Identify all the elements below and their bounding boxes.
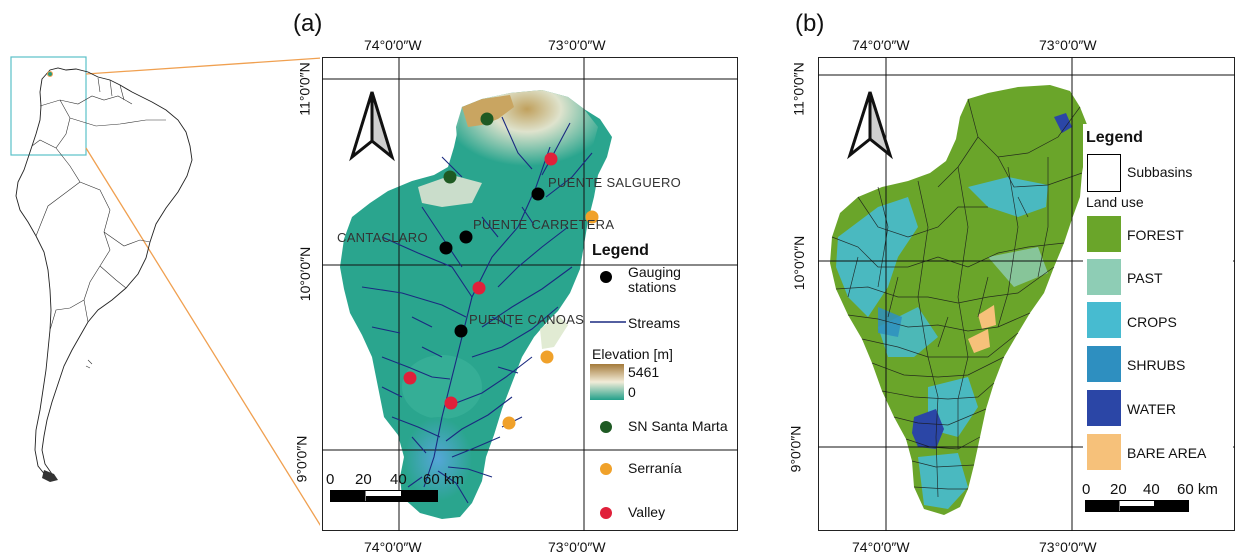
panel-a-map <box>322 57 738 531</box>
legend-elevation-title: Elevation [m] <box>592 346 673 362</box>
panel-b-lon-top-1: 74°0′0″W <box>852 37 910 53</box>
station-label-puente-carretera: PUENTE CARRETERA <box>473 217 615 232</box>
panel-a-label: (a) <box>293 10 323 37</box>
panel-b-lon-bottom-1: 74°0′0″W <box>852 539 910 555</box>
study-area-marker <box>47 71 53 77</box>
panel-b-scale-bar <box>1085 500 1189 512</box>
gauging-station-cantaclaro <box>439 241 453 255</box>
legend-gauging-label-1: Gauging <box>628 264 681 280</box>
legend-forest-swatch <box>1087 216 1121 252</box>
legend-water-label: WATER <box>1127 401 1176 417</box>
legend-subbasins-swatch <box>1087 154 1121 192</box>
legend-subbasins-label: Subbasins <box>1127 164 1193 180</box>
station-label-puente-canoas: PUENTE CANOAS <box>469 312 585 327</box>
legend-streams-label: Streams <box>628 315 681 331</box>
panel-b-scale-tick-20: 20 <box>1110 481 1127 498</box>
legend-land-use-title: Land use <box>1086 194 1144 210</box>
panel-a-legend-title: Legend <box>592 242 649 259</box>
serrania-point-3 <box>502 416 516 430</box>
gauging-station-salguero <box>531 187 545 201</box>
valley-point-3 <box>403 371 417 385</box>
panel-b-lat-left-3: 9°0′0″N <box>787 425 804 473</box>
legend-serrania-label: Serranía <box>628 460 682 476</box>
legend-elevation-min: 0 <box>628 384 636 400</box>
legend-crops-label: CROPS <box>1127 314 1177 330</box>
legend-bare-area-label: BARE AREA <box>1127 445 1207 461</box>
legend-sn-marker <box>600 421 612 433</box>
legend-gauging-label-2: stations <box>628 279 677 295</box>
panel-a-lon-bottom-1: 74°0′0″W <box>364 539 422 555</box>
north-arrow-icon <box>349 91 395 162</box>
sn-santa-marta-point-1 <box>480 112 494 126</box>
legend-shrubs-swatch <box>1087 346 1121 382</box>
basin-elevation-area <box>340 90 612 519</box>
inset-extent-box <box>10 56 87 156</box>
panel-a-legend: Legend Gauging stations Streams Elevatio… <box>588 240 738 530</box>
connector-line-top <box>85 57 320 75</box>
panel-b-lat-left-1: 11°0′0″N <box>790 62 807 116</box>
panel-b-scale-tick-40: 40 <box>1143 481 1160 498</box>
panel-a-lon-bottom-2: 73°0′0″W <box>548 539 606 555</box>
panel-a-lat-left-3: 9°0′0″N <box>293 435 310 483</box>
legend-bare-area-swatch <box>1087 434 1121 470</box>
legend-shrubs-label: SHRUBS <box>1127 357 1186 373</box>
panel-a-lat-left-2: 10°0′0″N <box>297 246 314 302</box>
panel-b-lon-bottom-2: 73°0′0″W <box>1039 539 1097 555</box>
legend-valley-label: Valley <box>628 504 666 520</box>
panel-a-lat-left-1: 11°0′0″N <box>296 62 313 116</box>
serrania-point-1 <box>585 210 599 224</box>
panel-a-lon-top-1: 74°0′0″W <box>364 37 422 53</box>
gauging-station-canoas <box>454 324 468 338</box>
legend-serrania-marker <box>600 463 612 475</box>
panel-b-legend-title: Legend <box>1086 129 1143 146</box>
serrania-point-2 <box>540 350 554 364</box>
panel-a-scale-bar <box>330 490 438 502</box>
valley-point-2 <box>472 281 486 295</box>
station-label-puente-salguero: PUENTE SALGUERO <box>548 175 682 190</box>
legend-forest-label: FOREST <box>1127 227 1184 243</box>
legend-water-swatch <box>1087 390 1121 426</box>
panel-b-scale-tick-0: 0 <box>1082 481 1091 498</box>
connector-line-bottom <box>85 147 320 527</box>
panel-a-lon-top-2: 73°0′0″W <box>548 37 606 53</box>
legend-gauging-marker <box>600 271 612 283</box>
valley-point-4 <box>444 396 458 410</box>
north-arrow-icon <box>847 91 893 160</box>
panel-b-label: (b) <box>795 10 825 37</box>
legend-valley-marker <box>600 507 612 519</box>
legend-past-label: PAST <box>1127 270 1163 286</box>
south-america-outline <box>15 67 193 477</box>
legend-elevation-max: 5461 <box>628 364 660 380</box>
panel-b-legend: Legend Subbasins Land use FOREST PAST CR… <box>1083 124 1233 474</box>
panel-a-scale-tick-0: 0 <box>326 471 335 488</box>
panel-a-scale-tick-40: 40 <box>390 471 407 488</box>
sn-santa-marta-point-2 <box>443 170 457 184</box>
legend-streams-line <box>590 321 626 323</box>
panel-a-scale-tick-60: 60 km <box>423 471 464 488</box>
legend-elevation-ramp <box>590 364 624 400</box>
valley-point-1 <box>544 152 558 166</box>
panel-b-lon-top-2: 73°0′0″W <box>1039 37 1097 53</box>
panel-a-scale-tick-20: 20 <box>355 471 372 488</box>
legend-sn-label: SN Santa Marta <box>628 418 728 434</box>
panel-b-lat-left-2: 10°0′0″N <box>791 235 808 291</box>
south-america-inset-map <box>10 56 320 527</box>
stream-network <box>361 116 593 504</box>
panel-b-scale-tick-60: 60 km <box>1177 481 1218 498</box>
subbasin-outlines <box>831 98 1083 498</box>
legend-crops-swatch <box>1087 302 1121 338</box>
station-label-cantaclaro: CANTACLARO <box>337 230 428 245</box>
gauging-station-carretera <box>459 230 473 244</box>
legend-past-swatch <box>1087 259 1121 295</box>
